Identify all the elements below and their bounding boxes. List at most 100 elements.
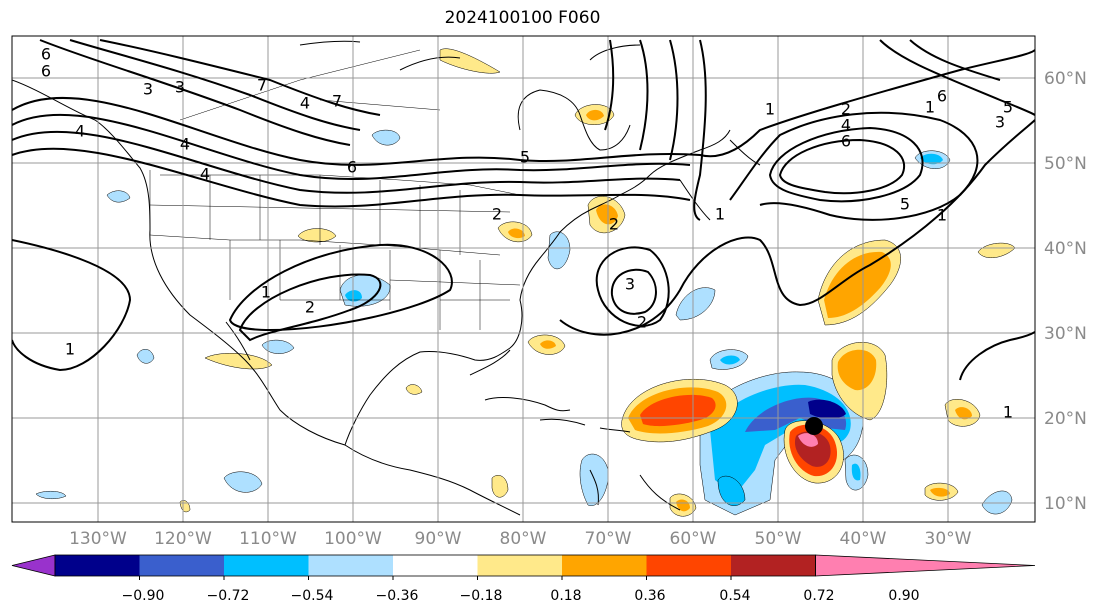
contour-lines: [12, 39, 1035, 381]
positive-anomaly-region: [439, 48, 501, 74]
positive-anomaly-region: [837, 349, 877, 391]
contour-label: 2: [492, 205, 502, 224]
colorbar-tick-label: 0.18: [550, 588, 581, 604]
lon-label: 60°W: [670, 529, 717, 549]
colorbar-segment: [55, 555, 140, 576]
positive-anomaly-region: [508, 228, 525, 239]
positive-anomaly-region: [798, 433, 818, 447]
map-title: 2024100100 F060: [444, 8, 601, 28]
colorbar-tick-label: 0.90: [888, 588, 919, 604]
graticule: [12, 36, 1035, 522]
negative-anomaly-region: [106, 190, 131, 203]
contour-label: 3: [995, 113, 1005, 132]
contour-labels: 6 6 3 3 4 4 4 7 7 4 6 5 2 2 1 2 3 1 2 1 …: [41, 45, 1013, 422]
negative-anomaly-region: [675, 287, 716, 321]
negative-anomaly-region: [371, 129, 401, 146]
lon-label: 30°W: [925, 529, 972, 549]
positive-anomaly-region: [297, 228, 337, 243]
colorbar-tick-label: −0.72: [207, 588, 250, 604]
negative-anomaly-region: [35, 491, 67, 499]
colorbar-tick-label: −0.18: [460, 588, 503, 604]
positive-anomaly-region: [930, 487, 950, 497]
contour-label: 4: [75, 122, 85, 141]
lat-label: 10°N: [1044, 494, 1087, 514]
contour-label: 6: [937, 87, 947, 106]
contour-label: 1: [715, 205, 725, 224]
contour-label: 1: [937, 206, 947, 225]
contour-label: 6: [841, 132, 851, 151]
lon-label: 90°W: [415, 529, 462, 549]
colorbar-extend-max: [815, 554, 1036, 577]
negative-anomaly-region: [920, 153, 943, 165]
positive-anomaly-region: [405, 384, 423, 395]
contour-label: 4: [180, 135, 190, 154]
latitude-labels: 60°N 50°N 40°N 30°N 20°N 10°N: [1044, 69, 1087, 514]
colorbar-tick-label: 0.36: [634, 588, 665, 604]
contour-label: 1: [765, 100, 775, 119]
lat-label: 20°N: [1044, 409, 1087, 429]
positive-anomaly-region: [824, 251, 891, 318]
negative-anomaly-region: [136, 349, 155, 364]
positive-anomaly-region: [540, 340, 556, 349]
positive-anomaly-region: [586, 109, 604, 121]
contour-label: 6: [347, 158, 357, 177]
shaded-anomaly-fields: [35, 48, 1016, 517]
contour-label: 2: [609, 215, 619, 234]
colorbar-tick-label: 0.54: [719, 588, 750, 604]
contour-label: 5: [900, 195, 910, 214]
contour-label: 5: [520, 148, 530, 167]
colorbar-segment: [139, 555, 225, 576]
negative-anomaly-region: [717, 475, 746, 506]
colorbar-segment: [731, 555, 816, 576]
negative-anomaly-region: [223, 471, 263, 493]
contour-label: 6: [41, 62, 51, 81]
contour-label: 5: [1003, 98, 1013, 117]
lat-label: 50°N: [1044, 154, 1087, 174]
map-frame: [11, 35, 1036, 523]
contour-label: 1: [65, 340, 75, 359]
positive-anomaly-region: [955, 407, 972, 420]
contour-label: 3: [175, 78, 185, 97]
colorbar-segment: [224, 555, 309, 576]
lon-label: 130°W: [69, 529, 127, 549]
contour-label: 2: [637, 313, 647, 332]
contour-label: 6: [41, 45, 51, 64]
contour-label: 4: [300, 94, 310, 113]
colorbar-segment: [562, 555, 647, 576]
colorbar-segment: [308, 555, 394, 576]
colorbar-tick-label: 0.72: [803, 588, 834, 604]
lon-label: 40°W: [840, 529, 887, 549]
contour-label: 1: [1003, 403, 1013, 422]
lat-label: 60°N: [1044, 69, 1087, 89]
longitude-labels: 130°W 120°W 110°W 100°W 90°W 80°W 70°W 6…: [69, 529, 972, 549]
contour-label: 2: [305, 298, 315, 317]
negative-anomaly-region: [261, 339, 295, 354]
lon-label: 70°W: [585, 529, 632, 549]
contour-label: 7: [257, 76, 267, 95]
contour-label: 3: [625, 275, 635, 294]
colorbar-extend-min: [11, 554, 56, 577]
contour-label: 2: [841, 100, 851, 119]
colorbar-ticks: −0.90 −0.72 −0.54 −0.36 −0.18 0.18 0.36 …: [122, 588, 920, 604]
lon-label: 110°W: [239, 529, 297, 549]
lon-label: 120°W: [154, 529, 212, 549]
contour-label: 4: [841, 116, 851, 135]
contour-label: 3: [143, 80, 153, 99]
contour-label: 1: [925, 98, 935, 117]
colorbar-tick-label: −0.90: [122, 588, 165, 604]
lon-label: 80°W: [500, 529, 547, 549]
positive-anomaly-region: [204, 353, 273, 370]
colorbar-segment: [393, 555, 478, 576]
colorbar-outline: [54, 554, 816, 577]
contour-label: 7: [332, 92, 342, 111]
negative-anomaly-region: [808, 399, 846, 419]
colorbar-tick-label: −0.36: [376, 588, 419, 604]
lon-label: 50°W: [755, 529, 802, 549]
positive-anomaly-region: [491, 475, 509, 498]
lat-label: 30°N: [1044, 324, 1087, 344]
colorbar-segment: [646, 555, 732, 576]
storm-center-dot: [805, 417, 823, 435]
negative-anomaly-region: [720, 355, 740, 365]
contour-label: 4: [200, 165, 210, 184]
